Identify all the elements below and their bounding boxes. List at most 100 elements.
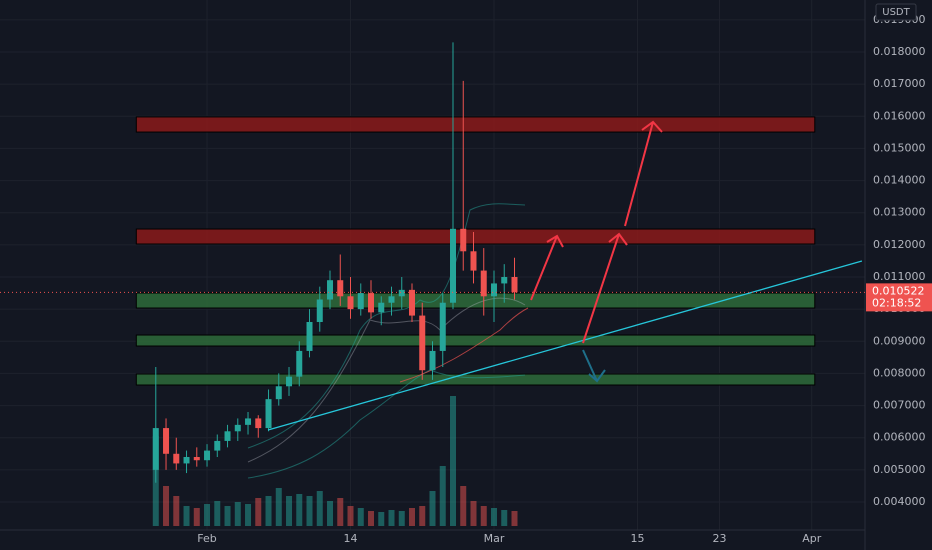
- y-tick-label: 0.018000: [873, 45, 926, 58]
- candle-body: [204, 450, 211, 461]
- candle-body: [429, 350, 436, 371]
- arrow-up: [582, 232, 628, 344]
- volume-bar: [337, 498, 344, 526]
- volume-bar: [255, 498, 262, 526]
- volume-bar: [460, 486, 467, 526]
- zone: [135, 292, 816, 309]
- candle-body: [306, 322, 313, 351]
- candle-body: [419, 315, 426, 371]
- volume-bar: [398, 511, 405, 526]
- price-label: 0.010522: [872, 284, 925, 297]
- candle-body: [286, 376, 293, 387]
- x-tick-label: Feb: [197, 532, 216, 545]
- candle-body: [193, 457, 200, 461]
- zone: [135, 373, 816, 386]
- arrow-up: [530, 234, 564, 301]
- x-tick-label: Mar: [484, 532, 505, 545]
- candle-body: [511, 277, 518, 293]
- trendline: [267, 260, 863, 431]
- candle-body: [357, 293, 364, 310]
- candle-body: [316, 299, 323, 323]
- y-tick-label: 0.009000: [873, 334, 926, 347]
- x-tick-label: 15: [630, 532, 644, 545]
- volume-bar: [193, 508, 200, 526]
- arrow-down: [582, 349, 606, 383]
- y-tick-label: 0.014000: [873, 174, 926, 187]
- volume-bar: [490, 508, 497, 526]
- candle-body: [296, 350, 303, 377]
- volume-bar: [501, 510, 508, 526]
- volume-bar: [214, 501, 221, 526]
- y-tick-label: 0.007000: [873, 399, 926, 412]
- bollinger-basis: [247, 297, 526, 463]
- y-tick-label: 0.016000: [873, 109, 926, 122]
- volume-bar: [449, 396, 456, 526]
- y-tick-label: 0.006000: [873, 431, 926, 444]
- candles: [152, 42, 518, 483]
- volume: [152, 396, 518, 526]
- volume-bar: [511, 511, 518, 526]
- volume-bar: [224, 506, 231, 526]
- arrow-up: [624, 120, 663, 227]
- volume-bar: [173, 496, 180, 526]
- volume-bar: [306, 496, 313, 526]
- y-tick-label: 0.013000: [873, 206, 926, 219]
- candle-body: [501, 277, 508, 284]
- volume-bar: [245, 504, 252, 526]
- candle-body: [460, 228, 467, 252]
- moving-average: [399, 307, 529, 383]
- candle-body: [173, 453, 180, 464]
- candle-body: [163, 428, 170, 454]
- y-tick-label: 0.012000: [873, 238, 926, 251]
- x-tick-label: Apr: [802, 532, 822, 545]
- volume-bar: [470, 501, 477, 526]
- candle-body: [245, 418, 252, 425]
- currency: USDT: [882, 7, 910, 18]
- candle-body: [337, 280, 344, 297]
- countdown: 02:18:52: [872, 296, 921, 309]
- x-tick-label: 23: [712, 532, 726, 545]
- candle-body: [398, 289, 405, 297]
- volume-bar: [419, 506, 426, 526]
- candle-body: [378, 302, 385, 313]
- volume-bar: [368, 511, 375, 526]
- trendline: [267, 260, 863, 431]
- volume-bar: [265, 496, 272, 526]
- candle-body: [490, 283, 497, 297]
- candle-body: [234, 424, 241, 432]
- candle-body: [347, 296, 354, 310]
- volume-bar: [429, 491, 436, 526]
- candle-body: [449, 228, 456, 303]
- currency-box: [875, 3, 917, 21]
- zone: [135, 334, 816, 347]
- candle-body: [470, 251, 477, 271]
- volume-bar: [327, 501, 334, 526]
- candle-body: [388, 296, 395, 303]
- candle-body: [152, 428, 159, 470]
- candle-body: [265, 399, 272, 429]
- y-tick-label: 0.017000: [873, 77, 926, 90]
- volume-bar: [163, 486, 170, 526]
- candle-body: [368, 293, 375, 313]
- volume-bar: [439, 466, 446, 526]
- candle-body: [183, 457, 190, 464]
- x-tick-label: 14: [344, 532, 358, 545]
- candle-body: [439, 302, 446, 351]
- price-box: [866, 283, 932, 312]
- candle-body: [255, 418, 262, 429]
- volume-bar: [388, 510, 395, 526]
- volume-bar: [378, 512, 385, 526]
- volume-bar: [234, 502, 241, 526]
- volume-bar: [275, 488, 282, 526]
- zones: [135, 116, 816, 386]
- volume-bar: [409, 508, 416, 526]
- y-tick-label: 0.004000: [873, 495, 926, 508]
- y-tick-label: 0.005000: [873, 463, 926, 476]
- candle-body: [275, 386, 282, 400]
- candle-body: [480, 270, 487, 297]
- candle-body: [409, 289, 416, 316]
- candle-body: [224, 431, 231, 441]
- bollinger-lower: [247, 369, 526, 479]
